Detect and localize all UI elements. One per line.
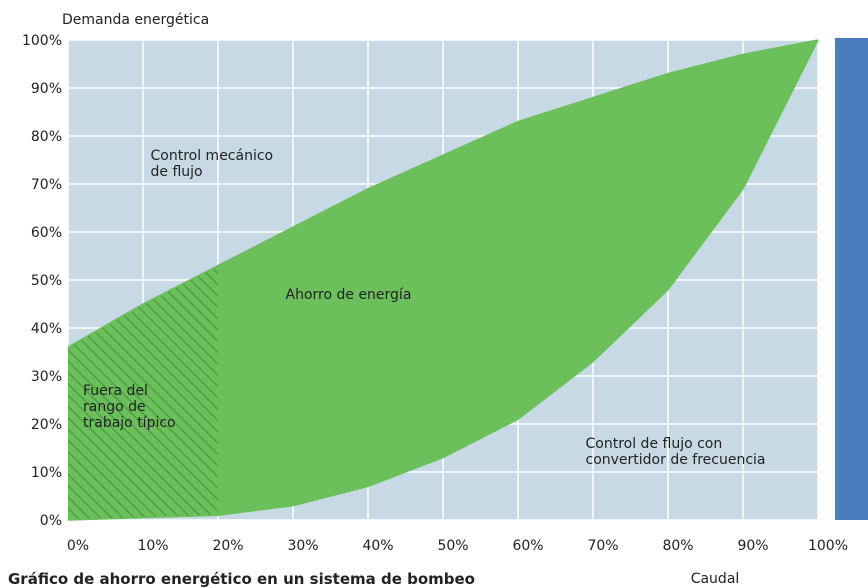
x-tick-label: 10% [137,538,168,554]
y-tick-label: 60% [31,225,62,241]
y-tick-label: 30% [31,369,62,385]
y-tick-label: 20% [31,417,62,433]
x-tick-label: 60% [512,538,543,554]
x-tick-label: 0% [67,538,89,554]
series-line [67,39,819,521]
y-tick-label: 100% [22,33,62,49]
y-tick-label: 50% [31,273,62,289]
y-tick-label: 80% [31,129,62,145]
series-line [67,39,819,348]
annotation: Control de flujo con [586,436,723,452]
x-tick-label: 40% [362,538,393,554]
annotation: Fuera del [83,383,148,399]
y-tick-label: 10% [31,465,62,481]
x-tick-label: 100% [808,538,848,554]
hatch-area [68,265,218,520]
y-tick-label: 70% [31,177,62,193]
savings-area [68,40,818,520]
x-axis-label: Caudal [691,571,740,587]
side-bar [835,38,868,520]
caption: Gráfico de ahorro energético en un siste… [8,570,475,588]
y-tick-label: 40% [31,321,62,337]
y-tick-label: 90% [31,81,62,97]
x-tick-label: 50% [437,538,468,554]
y-tick-label: 0% [40,513,62,529]
x-tick-label: 80% [662,538,693,554]
annotation: convertidor de frecuencia [586,452,766,468]
x-tick-label: 70% [587,538,618,554]
x-tick-label: 30% [287,538,318,554]
annotation: trabajo típico [83,415,176,431]
annotation: Ahorro de energía [286,287,412,303]
annotation: rango de [83,399,146,415]
y-axis-label: Demanda energética [62,12,209,28]
x-tick-label: 20% [212,538,243,554]
annotation: Control mecánico [151,148,274,164]
annotation: de flujo [151,164,203,180]
x-tick-label: 90% [737,538,768,554]
